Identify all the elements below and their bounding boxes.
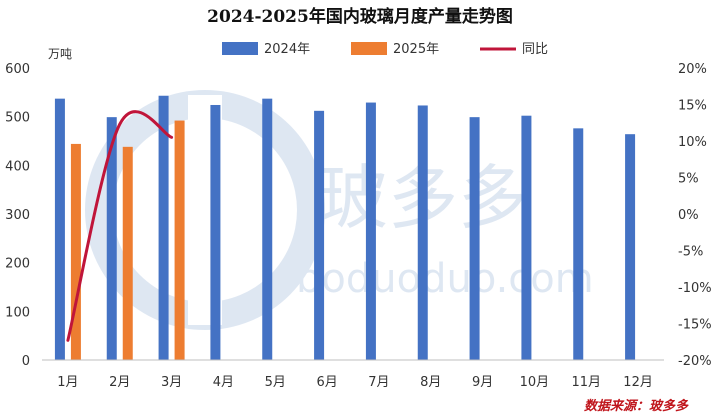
x-tick-label: 4月 [213,375,234,390]
legend-item-2025年: 2025年 [351,42,439,57]
bar-2024年-6月 [314,110,325,361]
bar-2025年-1月 [70,143,81,360]
legend-label: 2024年 [264,42,310,57]
x-tick-label: 11月 [571,375,601,390]
x-tick-label: 12月 [623,375,653,390]
legend-swatch [351,42,387,55]
legend-item-同比: 同比 [480,42,548,57]
legend-swatch [222,42,258,55]
source-note: 数据来源：玻多多 [584,398,689,414]
right-tick-label: -15% [678,318,712,333]
right-tick-label: -20% [678,354,712,369]
legend: 2024年 2025年 同比 [222,42,548,57]
right-tick-label: 10% [678,135,707,150]
left-tick-label: 200 [5,257,30,272]
x-tick-label: 8月 [420,375,441,390]
bar-2024年-7月 [365,102,376,360]
right-tick-label: 15% [678,99,707,114]
left-tick-label: 600 [5,62,30,77]
bars-layer [54,95,636,361]
bar-2025年-2月 [122,146,133,360]
legend-label: 同比 [522,42,548,57]
left-axis-ticks: 0 100 200 300 400 500 600 [5,62,30,369]
left-tick-label: 500 [5,111,30,126]
bar-2024年-12月 [625,134,636,360]
right-tick-label: 0% [678,208,699,223]
x-tick-label: 2月 [109,375,130,390]
watermark-sub: boduoduo.com [296,256,594,302]
line-同比 [66,110,174,342]
right-tick-label: 5% [678,172,699,187]
left-tick-label: 300 [5,208,30,223]
right-tick-label: 20% [678,62,707,77]
bar-2024年-8月 [417,105,428,361]
right-axis-ticks: -20% -15% -10% -5% 0% 5% 10% 15% 20% [678,62,712,369]
y-axis-unit-label: 万吨 [48,47,72,61]
bar-2025年-3月 [174,120,185,360]
x-tick-label: 3月 [161,375,182,390]
x-tick-label: 10月 [520,375,550,390]
bar-2024年-4月 [210,104,221,360]
left-tick-label: 100 [5,305,30,320]
legend-item-2024年: 2024年 [222,42,310,57]
legend-label: 2025年 [393,42,439,57]
bar-2024年-3月 [158,95,169,361]
bar-2024年-9月 [469,117,480,360]
x-tick-label: 5月 [265,375,286,390]
x-tick-label: 7月 [368,375,389,390]
bar-2024年-1月 [54,98,65,360]
x-axis-ticks: 1月 2月 3月 4月 5月 6月 7月 8月 9月 10月 11月 12月 [57,375,653,390]
chart-title: 2024-2025年国内玻璃月度产量走势图 [207,6,513,27]
right-tick-label: -5% [678,245,703,260]
x-tick-label: 6月 [316,375,337,390]
bar-2024年-5月 [262,98,273,360]
bar-2024年-10月 [521,115,532,361]
x-tick-label: 1月 [57,375,78,390]
x-tick-label: 9月 [472,375,493,390]
bar-2024年-11月 [573,128,584,360]
left-tick-label: 400 [5,159,30,174]
bar-2024年-2月 [106,117,117,360]
line-layer [66,110,174,342]
right-tick-label: -10% [678,281,712,296]
left-tick-label: 0 [22,354,30,369]
